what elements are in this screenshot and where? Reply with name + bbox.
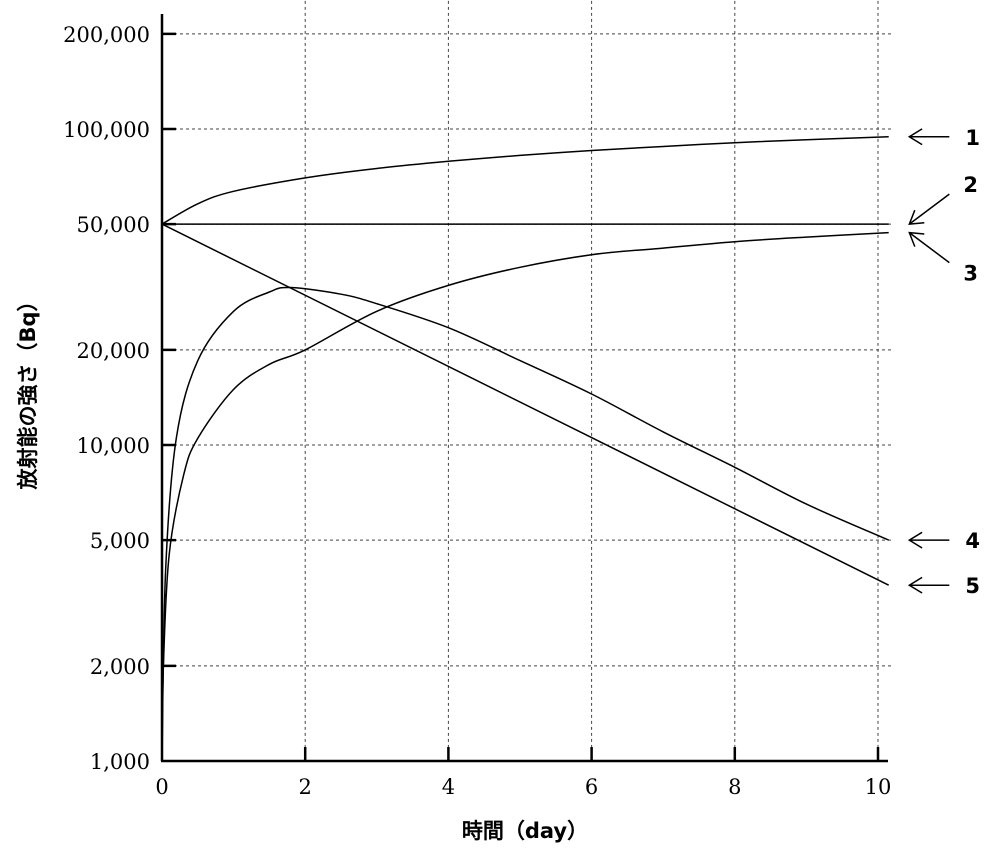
y-axis-title: 放射能の強さ（Bq） (16, 290, 40, 490)
curve-annotations: 1 2 3 4 5 (907, 126, 980, 598)
series-line-3 (161, 231, 889, 762)
y-tick-label: 5,000 (90, 529, 150, 553)
curve-arrow-1 (907, 128, 950, 146)
x-tick-label: 6 (585, 775, 598, 799)
tick-labels: 0 2 4 6 8 10 1,000 2,000 5,000 10,000 20,000 50,000… (63, 23, 891, 799)
series-line-5 (161, 223, 890, 586)
x-tick-label: 2 (299, 775, 312, 799)
y-tick-label: 2,000 (90, 655, 150, 679)
series-lines (161, 136, 890, 762)
curve-arrow-4 (907, 531, 950, 549)
curve-number-3: 3 (963, 262, 978, 286)
x-tick-label: 8 (728, 775, 741, 799)
curve-arrow-5 (907, 576, 950, 594)
curve-number-5: 5 (965, 574, 980, 598)
curve-number-2: 2 (963, 173, 978, 197)
y-tick-label: 100,000 (63, 118, 150, 142)
y-tick-label: 1,000 (90, 750, 150, 774)
curve-number-4: 4 (965, 529, 980, 553)
y-tick-label: 20,000 (77, 339, 150, 363)
y-tick-label: 50,000 (77, 213, 150, 237)
x-axis-title: 時間（day） (462, 819, 588, 843)
x-tick-label: 10 (865, 775, 892, 799)
curve-arrow-2 (908, 193, 950, 225)
curve-number-1: 1 (965, 126, 980, 150)
axis-ticks (162, 32, 880, 761)
curve-arrow-3 (908, 231, 950, 264)
series-line-1 (161, 136, 889, 225)
x-tick-label: 4 (442, 775, 455, 799)
y-tick-label: 200,000 (63, 23, 150, 47)
grid-lines (162, 0, 893, 761)
y-tick-label: 10,000 (77, 434, 150, 458)
series-line-4 (161, 286, 890, 762)
x-tick-label: 0 (155, 775, 168, 799)
